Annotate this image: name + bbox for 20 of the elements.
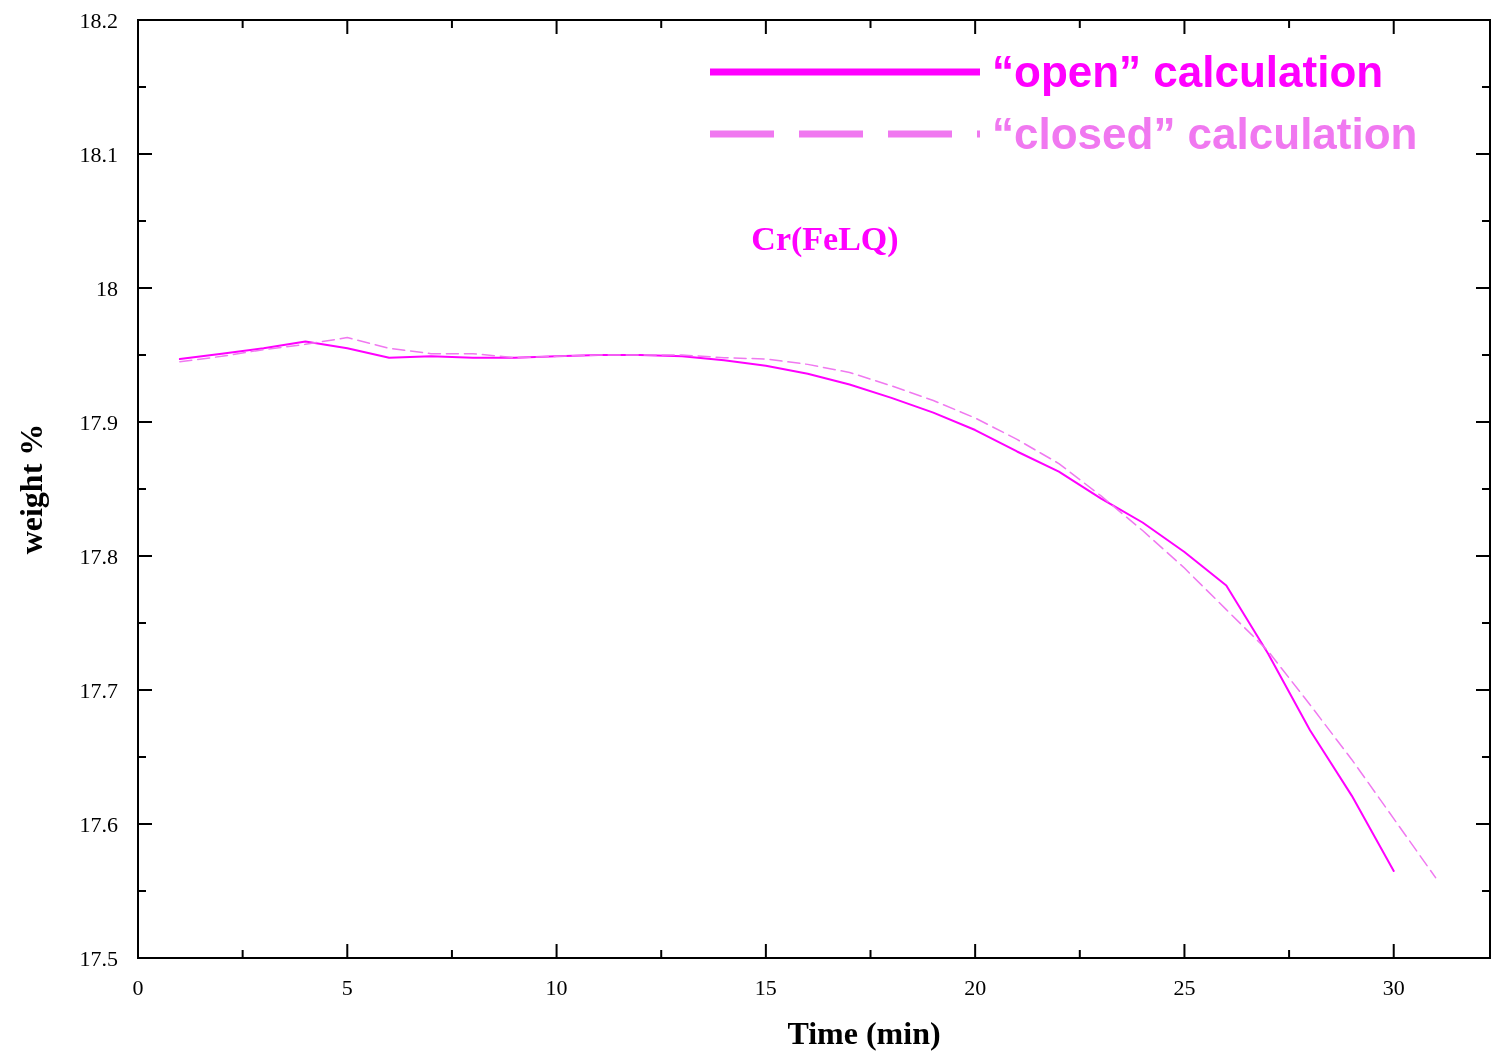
text: “closed” calculation	[992, 109, 1418, 158]
x-tick-label: 10	[545, 975, 568, 1000]
annotation: Cr(FeLQ)	[751, 220, 899, 258]
x-tick-label: 25	[1173, 975, 1196, 1000]
x-tick-label: 30	[1382, 975, 1405, 1000]
text: “open” calculation	[992, 47, 1384, 96]
y-axis-title: weight %	[13, 423, 49, 555]
x-tick-label: 20	[964, 975, 987, 1000]
y-tick-label: 17.7	[79, 678, 118, 703]
y-tick-label: 18	[96, 276, 118, 301]
y-tick-label: 17.6	[79, 812, 118, 837]
y-tick-label: 17.9	[79, 410, 118, 435]
x-tick-label: 15	[754, 975, 777, 1000]
y-tick-label: 18.1	[79, 142, 118, 167]
x-tick-label: 5	[341, 975, 353, 1000]
x-tick-label: 0	[132, 975, 144, 1000]
y-tick-label: 17.8	[79, 544, 118, 569]
y-tick-label: 17.5	[79, 946, 118, 971]
y-tick-label: 18.2	[79, 8, 118, 33]
x-axis-title: Time (min)	[787, 1015, 941, 1051]
